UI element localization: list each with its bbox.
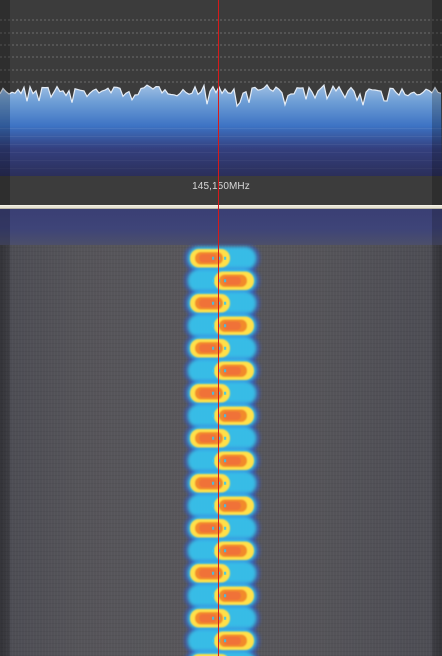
spectrum-trace bbox=[0, 83, 442, 108]
spectrum-fill bbox=[0, 84, 442, 176]
spectrum-plot bbox=[0, 19, 442, 176]
waterfall-panel[interactable] bbox=[0, 209, 442, 656]
spectrum-left-margin bbox=[0, 0, 10, 205]
waterfall-recent-band bbox=[0, 209, 442, 245]
waterfall-signal-trace bbox=[184, 245, 260, 656]
waterfall-right-margin bbox=[432, 209, 442, 656]
waterfall-left-margin bbox=[0, 209, 10, 656]
center-frequency-label: 145,150MHz bbox=[192, 181, 250, 192]
spectrum-right-margin bbox=[432, 0, 442, 205]
spectrum-panel[interactable]: 145,150MHz bbox=[0, 0, 442, 205]
spectrum-grid bbox=[0, 19, 442, 83]
panel-splitter[interactable] bbox=[0, 205, 442, 209]
spectrum-bands bbox=[0, 128, 442, 161]
